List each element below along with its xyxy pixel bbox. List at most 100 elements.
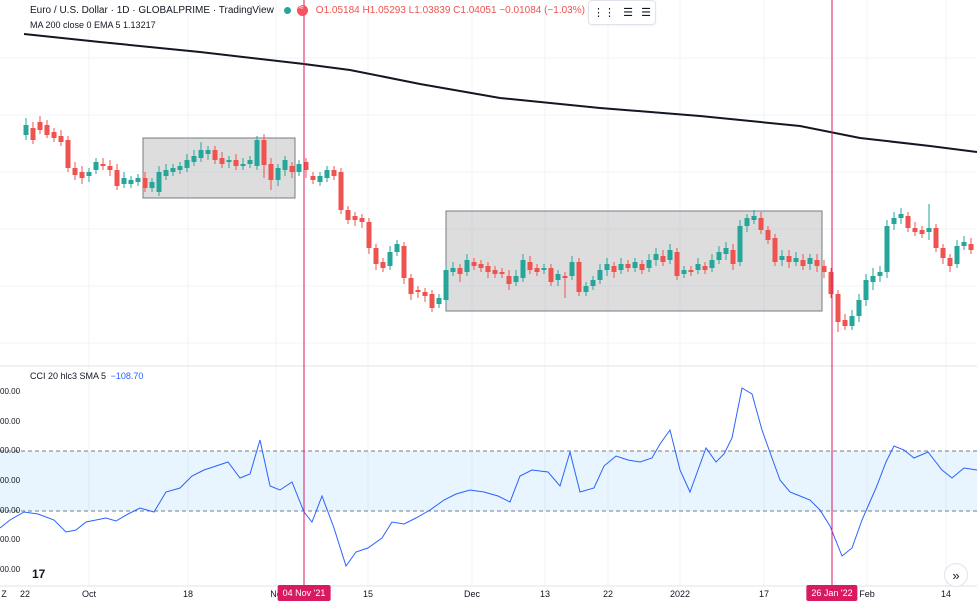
settings-sliders-icon-2[interactable]: ☰ <box>641 7 651 19</box>
candle-body <box>709 260 715 268</box>
candle-body <box>639 264 645 270</box>
candle-body <box>618 264 624 270</box>
candle-body <box>135 178 141 182</box>
chevrons-right-icon[interactable]: » <box>944 563 968 587</box>
time-tick: 22 <box>19 589 31 599</box>
candle-body <box>170 168 176 172</box>
time-tick: 18 <box>182 589 194 599</box>
candle-body <box>723 248 729 254</box>
candle-body <box>37 122 43 130</box>
cci-scale-label: 00.00 <box>0 565 21 574</box>
candle-body <box>716 252 722 260</box>
candle-body <box>793 258 799 262</box>
candle-body <box>758 218 764 230</box>
candle-body <box>842 320 848 326</box>
candle-body <box>226 160 232 162</box>
candle-body <box>898 214 904 218</box>
symbol-legend[interactable]: Euro / U.S. Dollar · 1D · GLOBALPRIME · … <box>30 2 585 18</box>
candle-body <box>331 170 337 176</box>
candle-body <box>373 248 379 264</box>
candle-body <box>471 262 477 266</box>
candle-body <box>492 270 498 274</box>
candle-body <box>597 270 603 280</box>
tradingview-logo-icon[interactable]: 17 <box>32 567 46 581</box>
candle-body <box>107 166 113 170</box>
candle-body <box>51 132 57 138</box>
candle-body <box>289 166 295 172</box>
candle-body <box>562 276 568 278</box>
candle-body <box>23 125 29 135</box>
time-tick: 22 <box>602 589 614 599</box>
candle-body <box>240 164 246 166</box>
candle-body <box>219 158 225 164</box>
candle-body <box>653 254 659 260</box>
candle-body <box>926 228 932 232</box>
cci-scale-label: 00.00 <box>0 417 21 426</box>
candle-body <box>380 262 386 268</box>
candle-body <box>205 150 211 154</box>
candle-body <box>275 168 281 180</box>
cci-scale-label: 00.00 <box>0 446 21 455</box>
candle-body <box>667 250 673 260</box>
cci-label: CCI 20 hlc3 SMA 5 <box>30 371 107 381</box>
candle-body <box>933 228 939 248</box>
cci-line <box>0 387 977 568</box>
candle-body <box>30 128 36 140</box>
candle-body <box>212 150 218 160</box>
candle-body <box>625 264 631 268</box>
ma-200-line <box>23 33 977 153</box>
candle-body <box>611 266 617 272</box>
candle-body <box>814 260 820 266</box>
market-status-icon <box>283 6 291 14</box>
candle-body <box>695 264 701 270</box>
marker-label-jan[interactable]: 26 Jan '22 <box>806 585 858 601</box>
marker-label-nov[interactable]: 04 Nov '21 <box>277 585 331 601</box>
candle-body <box>359 218 365 222</box>
candle-body <box>590 280 596 286</box>
candle-body <box>261 140 267 165</box>
cci-legend[interactable]: CCI 20 hlc3 SMA 5 −108.70 <box>30 371 143 381</box>
range-box-2[interactable] <box>445 210 823 312</box>
candle-body <box>478 264 484 268</box>
data-badge-icon[interactable] <box>296 2 308 16</box>
candle-body <box>100 164 106 166</box>
grid-lines <box>0 0 977 586</box>
candle-body <box>149 182 155 188</box>
candle-body <box>79 172 85 178</box>
change-value: −0.01084 (−1.03%) <box>499 4 585 16</box>
candle-body <box>415 290 421 292</box>
candle-body <box>387 252 393 266</box>
time-tick: 14 <box>940 589 952 599</box>
candle-body <box>177 166 183 170</box>
time-tick: 13 <box>539 589 551 599</box>
candles <box>23 116 974 332</box>
candle-body <box>905 216 911 228</box>
candle-body <box>772 238 778 262</box>
drag-handle-icon[interactable]: ⋮⋮ <box>593 7 616 19</box>
candle-body <box>583 286 589 292</box>
candle-body <box>520 260 526 278</box>
candle-body <box>184 160 190 168</box>
candle-body <box>884 226 890 272</box>
candle-body <box>863 280 869 300</box>
ma-legend[interactable]: MA 200 close 0 EMA 5 1.13217 <box>30 20 156 30</box>
candle-body <box>156 172 162 192</box>
candle-body <box>296 164 302 172</box>
cci-scale-label: 00.00 <box>0 535 21 544</box>
symbol-title[interactable]: Euro / U.S. Dollar · 1D · GLOBALPRIME · … <box>30 4 274 16</box>
candle-body <box>835 294 841 322</box>
candle-body <box>737 226 743 262</box>
candle-body <box>947 258 953 266</box>
candle-body <box>303 162 309 170</box>
settings-sliders-icon[interactable]: ☰ <box>623 7 633 19</box>
candle-body <box>828 272 834 294</box>
candle-body <box>821 266 827 272</box>
close-value: C1.04051 <box>453 4 497 16</box>
candle-body <box>345 210 351 220</box>
candle-body <box>751 216 757 220</box>
candle-body <box>499 272 505 274</box>
candle-body <box>506 276 512 284</box>
candle-body <box>114 170 120 186</box>
candle-body <box>807 258 813 264</box>
